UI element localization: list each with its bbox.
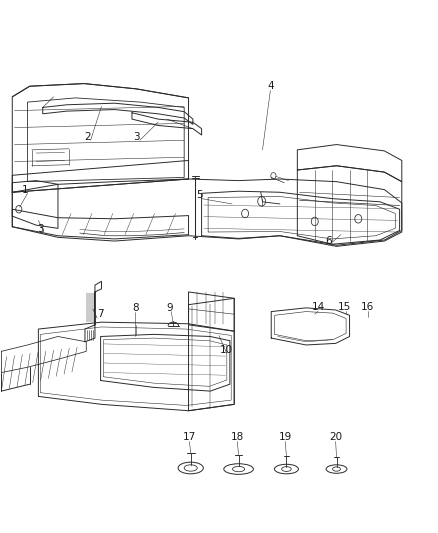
Text: 3: 3 xyxy=(37,224,44,235)
Text: 1: 1 xyxy=(22,184,28,195)
Text: 8: 8 xyxy=(132,303,139,313)
Text: 20: 20 xyxy=(329,432,342,442)
Text: 4: 4 xyxy=(267,81,274,91)
Text: 7: 7 xyxy=(97,309,103,319)
Text: 3: 3 xyxy=(133,132,140,142)
Text: 17: 17 xyxy=(183,432,196,442)
Text: 6: 6 xyxy=(325,236,332,246)
Text: 19: 19 xyxy=(279,432,292,442)
Text: 16: 16 xyxy=(360,302,374,312)
Text: 5: 5 xyxy=(196,190,203,200)
Text: 15: 15 xyxy=(338,302,351,312)
Text: 14: 14 xyxy=(311,302,325,312)
Text: 18: 18 xyxy=(231,432,244,442)
Text: 9: 9 xyxy=(166,303,173,313)
Text: 10: 10 xyxy=(220,345,233,356)
Text: 2: 2 xyxy=(84,132,90,142)
